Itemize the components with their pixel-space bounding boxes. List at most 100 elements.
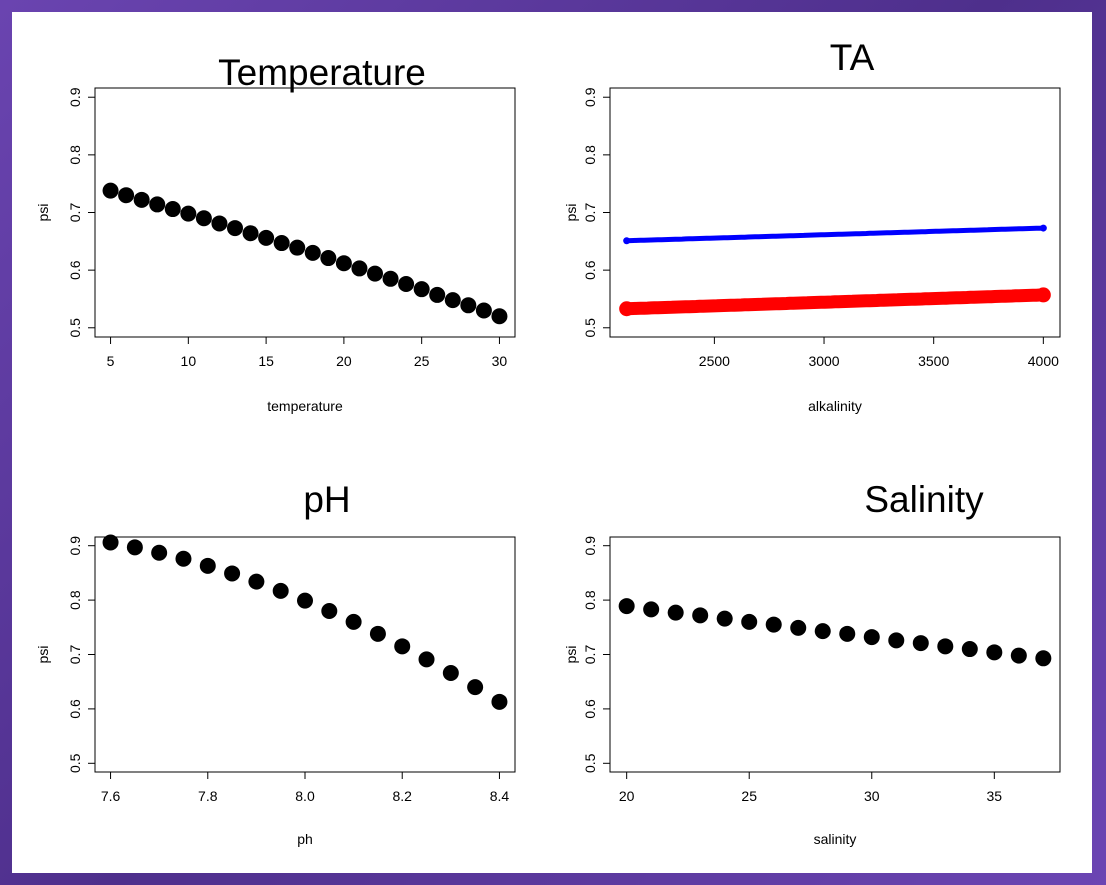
y-tick-label: 0.9	[67, 536, 83, 556]
y-tick-label: 0.5	[582, 318, 598, 338]
series-endpoint	[619, 301, 635, 317]
data-point	[413, 281, 430, 298]
charts-svg: Temperature 5 10 15 20 25 30 0.5 0.6 0.7 0.8 0.9 tem…	[35, 37, 1061, 847]
y-tick-label: 0.9	[582, 87, 598, 107]
y-tick-label: 0.7	[582, 203, 598, 223]
x-axis-label: temperature	[267, 398, 343, 414]
data-point	[398, 275, 415, 292]
data-point	[429, 286, 446, 303]
data-point	[180, 205, 197, 222]
x-tick-label: 35	[987, 788, 1003, 804]
x-axis-label: salinity	[814, 831, 857, 847]
data-point	[460, 297, 477, 314]
data-point	[164, 201, 181, 218]
y-tick-label: 0.6	[67, 699, 83, 719]
x-tick-label: 25	[414, 353, 430, 369]
y-tick-label: 0.6	[67, 260, 83, 280]
data-point	[888, 632, 905, 649]
data-point	[418, 651, 435, 668]
data-point	[335, 255, 352, 272]
data-point	[491, 308, 508, 325]
x-tick-label: 30	[864, 788, 880, 804]
plot-frame	[94, 536, 516, 773]
data-point	[151, 544, 168, 561]
data-point	[195, 210, 212, 227]
data-point	[667, 604, 684, 621]
data-point	[199, 557, 216, 574]
y-tick-label: 0.8	[67, 145, 83, 165]
data-point	[912, 635, 929, 652]
chart-panel-1: Temperature 5 10 15 20 25 30 0.5 0.6 0.7 0.8 0.9 tem…	[35, 52, 516, 414]
data-point	[839, 625, 856, 642]
y-tick-label: 0.7	[67, 203, 83, 223]
x-tick-label: 8.0	[295, 788, 315, 804]
data-point	[863, 629, 880, 646]
data-point	[304, 244, 321, 261]
data-point	[467, 679, 484, 696]
data-point	[491, 693, 508, 710]
data-point	[394, 638, 411, 655]
data-point	[102, 182, 119, 199]
data-point	[369, 625, 386, 642]
y-tick-label: 0.7	[582, 645, 598, 665]
data-point	[242, 225, 259, 242]
y-tick-label: 0.5	[67, 753, 83, 773]
data-point	[224, 565, 241, 582]
data-point	[149, 196, 166, 213]
series-endpoint	[623, 237, 631, 245]
data-point	[351, 260, 368, 277]
chart-title: TA	[830, 37, 875, 78]
data-point	[382, 270, 399, 287]
data-point	[790, 619, 807, 636]
data-point	[345, 613, 362, 630]
chart-title: pH	[303, 479, 350, 520]
chart-title: Temperature	[218, 52, 426, 93]
y-tick-label: 0.9	[67, 87, 83, 107]
data-point	[692, 607, 709, 624]
data-point	[248, 573, 265, 590]
series-endpoint	[1039, 224, 1047, 232]
data-point	[321, 602, 338, 619]
y-tick-label: 0.6	[582, 699, 598, 719]
data-point	[320, 250, 337, 267]
x-tick-label: 20	[619, 788, 635, 804]
x-tick-label: 7.8	[198, 788, 218, 804]
data-point	[475, 302, 492, 319]
chart-title: Salinity	[864, 479, 984, 520]
data-point	[272, 582, 289, 599]
x-tick-label: 30	[492, 353, 508, 369]
series-line-1	[624, 225, 1046, 244]
series-endpoint	[1035, 287, 1051, 303]
x-tick-label: 5	[107, 353, 115, 369]
x-tick-label: 8.4	[490, 788, 510, 804]
chart-panel-2: TA 2500 3000 3500 4000 0.5 0.6 0.7 0.8 0.9 alkalin…	[563, 37, 1061, 414]
x-tick-label: 3000	[808, 353, 839, 369]
x-tick-label: 10	[181, 353, 197, 369]
y-tick-label: 0.8	[67, 590, 83, 610]
data-point	[367, 265, 383, 282]
data-point	[1010, 647, 1027, 664]
data-point	[273, 235, 290, 252]
x-tick-label: 20	[336, 353, 352, 369]
x-axis-label: ph	[297, 831, 313, 847]
y-tick-label: 0.7	[67, 645, 83, 665]
data-point	[986, 644, 1003, 661]
data-point	[716, 610, 733, 627]
data-point	[442, 664, 459, 681]
y-axis-label: psi	[35, 204, 51, 222]
series-line-2	[620, 288, 1050, 316]
data-point	[765, 616, 782, 633]
chart-panel-4: Salinity 20 25 30 35 0.5 0.6 0.7 0.8 0.9 salinity p…	[563, 479, 1061, 847]
x-tick-label: 25	[741, 788, 757, 804]
chart-panel-3: pH 7.6 7.8 8.0 8.2 8.4 0.5 0.6 0.7 0.8 0.9 ph psi	[35, 479, 516, 847]
data-point	[814, 623, 831, 640]
x-tick-label: 8.2	[392, 788, 412, 804]
data-point	[133, 191, 150, 208]
data-point	[297, 592, 313, 609]
x-tick-label: 4000	[1028, 353, 1059, 369]
y-tick-label: 0.5	[582, 753, 598, 773]
data-point	[102, 534, 119, 551]
x-tick-label: 3500	[918, 353, 949, 369]
y-tick-label: 0.5	[67, 318, 83, 338]
